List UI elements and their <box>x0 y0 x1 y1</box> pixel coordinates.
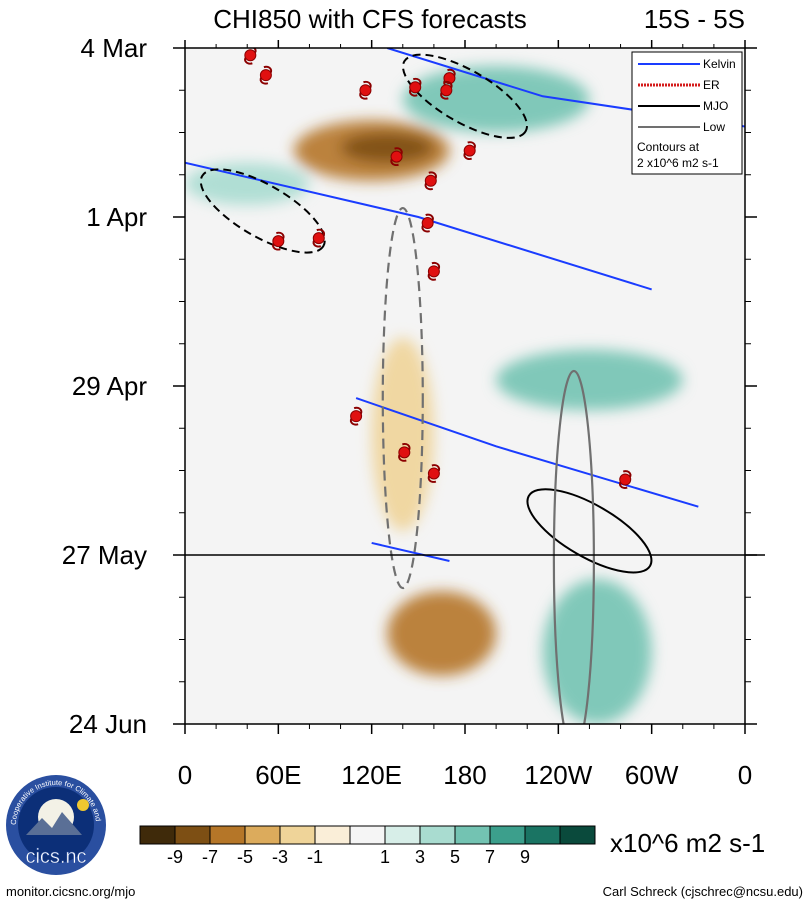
colorbar-tick-label: 3 <box>415 847 425 867</box>
cyclone-marker-icon <box>272 231 285 251</box>
contour-low-2 <box>552 369 595 724</box>
colorbar-swatch <box>174 825 211 845</box>
y-tick-label: 24 Jun <box>69 709 147 739</box>
legend-label-kelvin: Kelvin <box>703 57 736 71</box>
legend-label-er: ER <box>703 78 720 92</box>
cyclone-core <box>272 235 285 248</box>
colorbar-tick-label: 9 <box>520 847 530 867</box>
contour-mjo-1 <box>402 53 528 139</box>
colorbar-tick-label: -3 <box>272 847 288 867</box>
cyclone-marker-icon <box>349 406 363 426</box>
colorbar-tick-label: -1 <box>307 847 323 867</box>
cyclone-marker-icon <box>427 261 441 281</box>
anomaly-wet-band-may <box>496 349 683 411</box>
contour-mjo-2 <box>199 168 326 254</box>
cyclone-marker-icon <box>259 65 273 85</box>
cyclone-marker-icon <box>463 141 476 160</box>
cyclone-marker-icon <box>359 80 372 100</box>
x-tick-label: 60E <box>255 760 301 790</box>
colorbar-swatch <box>384 825 421 845</box>
colorbar-swatch <box>244 825 281 845</box>
y-tick-label: 29 Apr <box>72 371 148 401</box>
legend-label-low: Low <box>703 120 725 134</box>
anomaly-wet-forecast-june <box>542 579 652 724</box>
cyclone-core <box>359 84 372 97</box>
x-tick-label: 0 <box>738 760 752 790</box>
colorbar: -9 -7 -5 -3 -1 1 3 5 7 9 <box>139 825 596 867</box>
x-tick-label: 120E <box>341 760 402 790</box>
chart-region: 15S - 5S <box>644 4 745 34</box>
cyclone-core <box>390 150 403 163</box>
x-tick-label: 120W <box>524 760 592 790</box>
cyclone-core <box>619 473 632 486</box>
credit-right: Carl Schreck (cjschrec@ncsu.edu) <box>603 884 803 899</box>
contour-mjo-3 <box>526 488 653 574</box>
cyclone-marker-icon <box>424 171 437 191</box>
legend-note-line1: Contours at <box>637 140 700 154</box>
y-tick-label: 27 May <box>62 540 147 570</box>
anomaly-dry-band-may <box>371 337 434 531</box>
x-tick-label: 60W <box>625 760 679 790</box>
anomaly-dry-core-march <box>340 132 434 163</box>
legend: Kelvin ER MJO Low Contours at 2 x10^6 m2 s-… <box>631 51 743 175</box>
colorbar-swatch <box>524 825 561 845</box>
colorbar-tick-label: -7 <box>202 847 218 867</box>
colorbar-unit: x10^6 m2 s-1 <box>610 828 765 858</box>
cicsnc-logo: Cooperative Institute for Climate and Sa… <box>0 0 106 875</box>
legend-label-mjo: MJO <box>703 99 728 113</box>
colorbar-swatch <box>559 825 596 845</box>
colorbar-tick-label: 7 <box>485 847 495 867</box>
cyclone-core <box>440 84 453 97</box>
logo-text: cics.nc <box>25 846 86 868</box>
colorbar-tick-label: -9 <box>167 847 183 867</box>
credit-left: monitor.cicsnc.org/mjo <box>6 884 135 899</box>
cyclone-core <box>463 144 476 157</box>
anomaly-dry-forecast-june <box>387 591 497 676</box>
colorbar-tick-label: -5 <box>237 847 253 867</box>
legend-note-line2: 2 x10^6 m2 s-1 <box>637 156 719 170</box>
colorbar-swatch <box>349 825 386 845</box>
cyclone-core <box>421 217 434 230</box>
cyclone-marker-icon <box>427 464 441 483</box>
colorbar-swatch <box>139 825 176 845</box>
colorbar-swatch <box>489 825 526 845</box>
cyclone-marker-icon <box>421 213 434 233</box>
contour-low-1 <box>381 206 424 590</box>
cyclone-core <box>312 232 325 245</box>
x-tick-label: 180 <box>443 760 486 790</box>
y-tick-label: 1 Apr <box>86 202 147 232</box>
cyclone-marker-icon <box>312 228 325 248</box>
cyclone-marker-icon <box>244 48 257 65</box>
colorbar-swatch <box>279 825 316 845</box>
anomaly-wet-band-april <box>185 162 310 205</box>
cyclone-core <box>259 69 272 82</box>
cyclone-core <box>424 174 437 187</box>
colorbar-swatch <box>209 825 246 845</box>
cyclone-core <box>244 49 257 62</box>
colorbar-swatch <box>419 825 456 845</box>
cyclone-marker-icon <box>440 80 453 100</box>
y-tick-label: 4 Mar <box>81 33 148 63</box>
colorbar-tick-label: 5 <box>450 847 460 867</box>
contour-kelvin-4 <box>371 541 450 563</box>
cyclone-core <box>398 446 411 459</box>
cyclone-marker-icon <box>409 77 422 97</box>
cyclone-marker-icon <box>619 470 632 489</box>
cyclone-core <box>427 467 440 480</box>
cyclone-core <box>350 410 363 423</box>
colorbar-swatch <box>454 825 491 845</box>
colorbar-swatch <box>314 825 351 845</box>
cyclone-marker-icon <box>390 147 403 167</box>
chart-title: CHI850 with CFS forecasts <box>213 4 527 34</box>
cyclone-core <box>409 81 422 94</box>
contour-kelvin-3 <box>355 397 699 508</box>
cyclone-marker-icon <box>398 443 411 462</box>
logo-ring-text: Cooperative Institute for Climate and Sa… <box>0 0 103 825</box>
cyclone-core <box>427 265 440 278</box>
colorbar-tick-label: 1 <box>380 847 390 867</box>
x-tick-label: 0 <box>178 760 192 790</box>
